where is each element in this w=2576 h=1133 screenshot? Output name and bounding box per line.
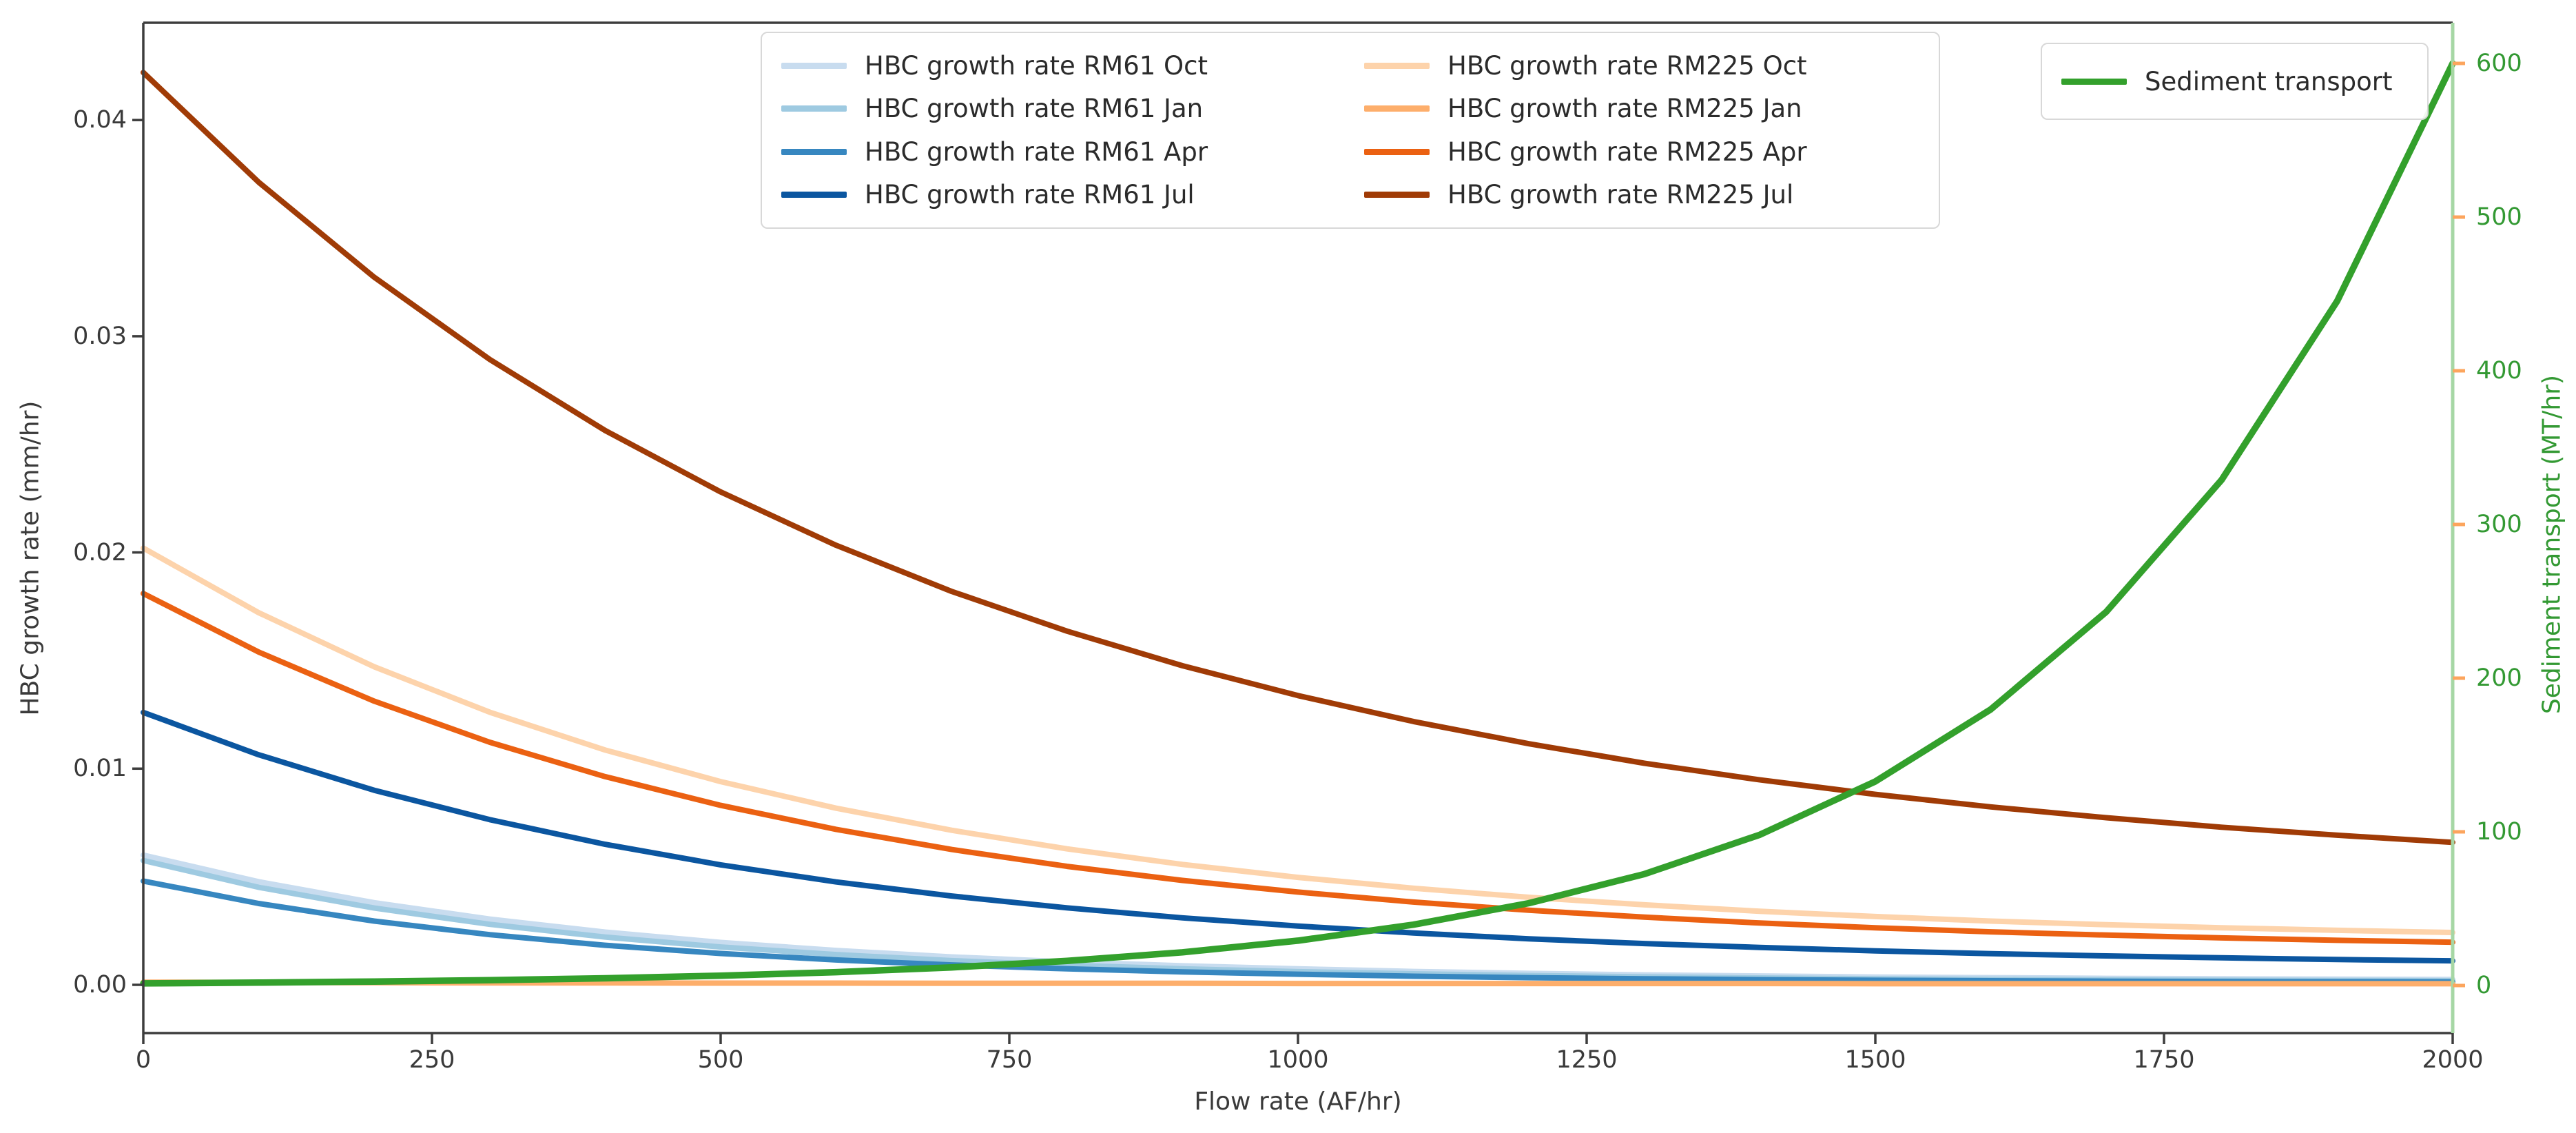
x-tick-label: 2000 <box>2422 1046 2484 1074</box>
series-line-hbc-growth-rate-rm61-oct <box>141 852 2455 983</box>
legend-item: HBC growth rate RM225 Jan <box>1364 88 1919 131</box>
y-tick-label-right: 400 <box>2476 357 2522 385</box>
series-line-hbc-growth-rate-rm225-apr <box>141 591 2455 946</box>
series-line-hbc-growth-rate-rm61-jul <box>141 709 2455 964</box>
legend-swatch-icon <box>1364 148 1430 155</box>
x-tick-label: 1000 <box>1267 1046 1329 1074</box>
legend-swatch-icon <box>1364 192 1430 198</box>
series-line-hbc-growth-rate-rm225-jul <box>141 70 2455 846</box>
legend-sediment: Sediment transport <box>2041 43 2429 120</box>
legend-item-label: HBC growth rate RM61 Jan <box>865 94 1204 124</box>
legend-swatch-icon <box>2061 78 2127 85</box>
legend-item-label: HBC growth rate RM61 Jul <box>865 180 1195 210</box>
legend-swatch-icon <box>781 62 847 69</box>
y-tick-label-right: 100 <box>2476 818 2522 846</box>
legend-item-label: HBC growth rate RM225 Oct <box>1447 50 1807 81</box>
legend-item: HBC growth rate RM61 Apr <box>781 130 1337 174</box>
legend-item: HBC growth rate RM61 Oct <box>781 44 1337 88</box>
x-tick-label: 750 <box>986 1046 1033 1074</box>
legend-item-label: HBC growth rate RM61 Oct <box>865 50 1208 81</box>
legend-swatch-icon <box>781 148 847 155</box>
y-tick-label-right: 300 <box>2476 511 2522 538</box>
x-tick-label: 1750 <box>2133 1046 2195 1074</box>
legend-item-label: HBC growth rate RM225 Jan <box>1447 94 1802 124</box>
legend-swatch-icon <box>781 192 847 198</box>
legend-swatch-icon <box>1364 105 1430 112</box>
legend-item: HBC growth rate RM61 Jul <box>781 174 1337 217</box>
y-tick-label-right: 200 <box>2476 664 2522 692</box>
y-tick-label-right: 600 <box>2476 50 2522 77</box>
y-tick-label-left: 0.00 <box>73 971 127 999</box>
x-tick-label: 250 <box>409 1046 455 1074</box>
x-axis-label: Flow rate (AF/hr) <box>1194 1088 1402 1116</box>
legend-item-label: HBC growth rate RM61 Apr <box>865 136 1208 167</box>
series-line-hbc-growth-rate-rm225-oct <box>141 545 2455 936</box>
x-tick-label: 1500 <box>1844 1046 1906 1074</box>
legend-growth-rates: HBC growth rate RM61 Oct HBC growth rate … <box>761 32 1940 229</box>
legend-swatch-icon <box>781 105 847 112</box>
legend-item-label: HBC growth rate RM225 Jul <box>1447 180 1794 210</box>
y-axis-label-right: Sediment transport (MT/hr) <box>2537 374 2566 715</box>
legend-item: HBC growth rate RM225 Jul <box>1364 174 1919 217</box>
y-axis-label-left: HBC growth rate (mm/hr) <box>16 400 45 716</box>
legend-item-label: HBC growth rate RM225 Apr <box>1447 136 1807 167</box>
y-tick-label-right: 500 <box>2476 203 2522 231</box>
y-tick-label-left: 0.02 <box>73 538 127 566</box>
legend-item-label: Sediment transport <box>2145 66 2393 96</box>
y-tick-label-left: 0.04 <box>73 106 127 134</box>
x-tick-label: 500 <box>697 1046 744 1074</box>
legend-item: Sediment transport <box>2061 67 2393 96</box>
legend-item: HBC growth rate RM225 Apr <box>1364 130 1919 174</box>
series-line-hbc-growth-rate-rm225-jan <box>141 979 2455 987</box>
legend-swatch-icon <box>1364 62 1430 69</box>
series-line-sediment-transport <box>140 60 2456 987</box>
legend-item: HBC growth rate RM61 Jan <box>781 88 1337 131</box>
y-tick-label-left: 0.01 <box>73 755 127 783</box>
y-tick-label-right: 0 <box>2476 972 2492 999</box>
y-tick-label-left: 0.03 <box>73 322 127 350</box>
legend-item: HBC growth rate RM225 Oct <box>1364 44 1919 88</box>
x-tick-label: 1250 <box>1556 1046 1618 1074</box>
x-tick-label: 0 <box>135 1046 152 1074</box>
